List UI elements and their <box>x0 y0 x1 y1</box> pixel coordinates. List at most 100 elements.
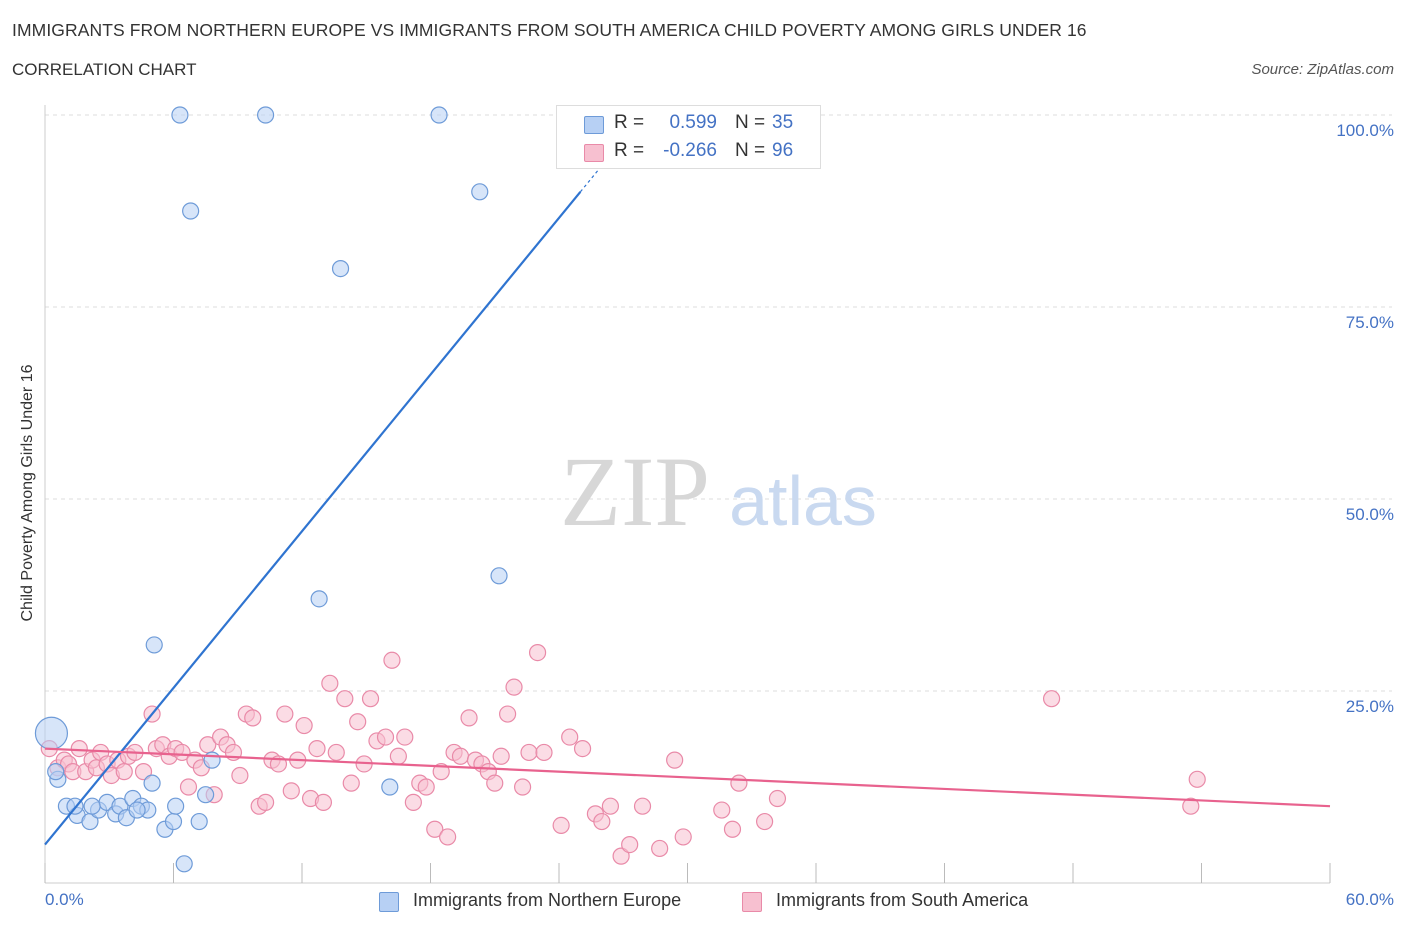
south-america-point <box>674 828 692 846</box>
south-america-point <box>621 835 639 854</box>
south-america-point <box>342 774 360 792</box>
south-america-point <box>134 763 153 781</box>
legend-row-south-america: R = -0.266 N = 96 <box>557 140 820 166</box>
south-america-point <box>336 690 354 708</box>
y-axis-label: Child Poverty Among Girls Under 16 <box>19 364 36 622</box>
south-america-point <box>1188 770 1206 788</box>
south-america-point <box>520 743 538 762</box>
legend-r-label: R = <box>614 112 645 133</box>
south-america-point <box>389 747 407 765</box>
legend-r-value: -0.266 <box>663 140 717 161</box>
northern-europe-point <box>490 567 508 585</box>
south-america-point <box>173 743 191 762</box>
y-tick-75: 75.0% <box>1345 313 1394 332</box>
south-america-point <box>295 716 313 735</box>
watermark-atlas: atlas <box>729 462 877 540</box>
legend-n-value: 96 <box>772 140 794 161</box>
south-america-point <box>349 713 367 731</box>
x-tick-min: 0.0% <box>45 890 84 909</box>
northern-europe-point <box>471 183 489 201</box>
y-tick-100: 100.0% <box>1336 121 1394 140</box>
x-tick-max: 60.0% <box>1345 890 1394 909</box>
south-america-point <box>361 690 380 708</box>
bottom-legend-label: Immigrants from South America <box>776 890 1029 910</box>
south-america-point <box>505 678 523 696</box>
legend-row-northern-europe: R = 0.599 N = 35 <box>557 112 820 138</box>
south-america-point <box>321 674 339 692</box>
south-america-point <box>308 739 326 758</box>
trend-line-northern-europe-extension <box>579 160 607 193</box>
south-america-point <box>633 797 652 815</box>
northern-europe-point <box>128 801 146 819</box>
northern-europe-point <box>190 812 208 831</box>
y-tick-25: 25.0% <box>1345 697 1394 716</box>
south-america-point <box>417 778 435 796</box>
legend-swatch-blue <box>584 116 604 134</box>
south-america-point <box>723 820 742 838</box>
south-america-point <box>730 774 748 792</box>
northern-europe-point <box>83 797 101 815</box>
south-america-point <box>231 766 249 785</box>
trend-line-northern-europe <box>44 191 582 846</box>
northern-europe-point <box>171 106 189 124</box>
south-america-point <box>499 705 517 723</box>
south-america-point <box>256 793 275 811</box>
legend: R = 0.599 N = 35 R = -0.266 N = 96 <box>556 105 821 169</box>
bottom-legend-swatch-pink <box>742 892 762 912</box>
south-america-point <box>383 651 401 669</box>
south-america-point <box>314 793 333 811</box>
south-america-point <box>276 705 294 723</box>
bottom-legend-swatch-blue <box>379 892 399 912</box>
south-america-point <box>115 763 133 781</box>
south-america-point <box>244 709 262 727</box>
northern-europe-point <box>331 260 350 278</box>
legend-swatch-pink <box>584 144 604 162</box>
south-america-point <box>396 728 414 746</box>
legend-r-label: R = <box>614 140 645 161</box>
south-america-point <box>1042 690 1061 708</box>
south-america-point <box>1182 797 1200 815</box>
trend-lines <box>44 160 1331 846</box>
south-america-point <box>426 820 444 838</box>
south-america-point <box>552 816 570 835</box>
northern-europe-point <box>256 106 275 124</box>
northern-europe-point <box>164 812 183 831</box>
legend-n-label: N = <box>735 140 766 161</box>
south-america-point <box>70 739 88 758</box>
legend-r-value: 0.599 <box>669 112 717 133</box>
northern-europe-point <box>143 774 161 792</box>
northern-europe-point <box>197 786 215 804</box>
south-america-point <box>561 728 579 746</box>
south-america-point <box>179 778 198 796</box>
northern-europe-point <box>310 590 328 608</box>
south-america-point <box>666 751 684 769</box>
south-america-point <box>327 743 345 762</box>
northern-europe-point <box>167 797 185 815</box>
legend-n-value: 35 <box>772 112 794 133</box>
south-america-point <box>451 747 470 765</box>
south-america-point <box>651 839 669 858</box>
south-america-point <box>404 793 422 811</box>
south-america-point <box>439 828 457 846</box>
chart-title: IMMIGRANTS FROM NORTHERN EUROPE VS IMMIG… <box>12 20 1087 40</box>
y-tick-50: 50.0% <box>1345 505 1394 524</box>
watermark-zip: ZIP <box>560 436 710 547</box>
south-america-point <box>612 847 630 865</box>
south-america-point <box>593 812 611 831</box>
northern-europe-point <box>381 778 399 796</box>
northern-europe-point <box>430 106 448 124</box>
chart-subtitle: CORRELATION CHART <box>12 60 197 79</box>
south-america-point <box>573 739 592 758</box>
south-america-point <box>528 643 547 662</box>
northern-europe-point <box>182 202 200 220</box>
south-america-point <box>460 709 478 727</box>
northern-europe-point <box>175 855 193 873</box>
south-america-point <box>282 782 300 800</box>
south-america-point <box>755 812 774 831</box>
south-america-point <box>513 778 532 796</box>
northern-europe-point <box>34 716 69 750</box>
northern-europe-point <box>145 636 163 654</box>
gridlines <box>45 114 1392 692</box>
south-america-point <box>535 743 553 762</box>
